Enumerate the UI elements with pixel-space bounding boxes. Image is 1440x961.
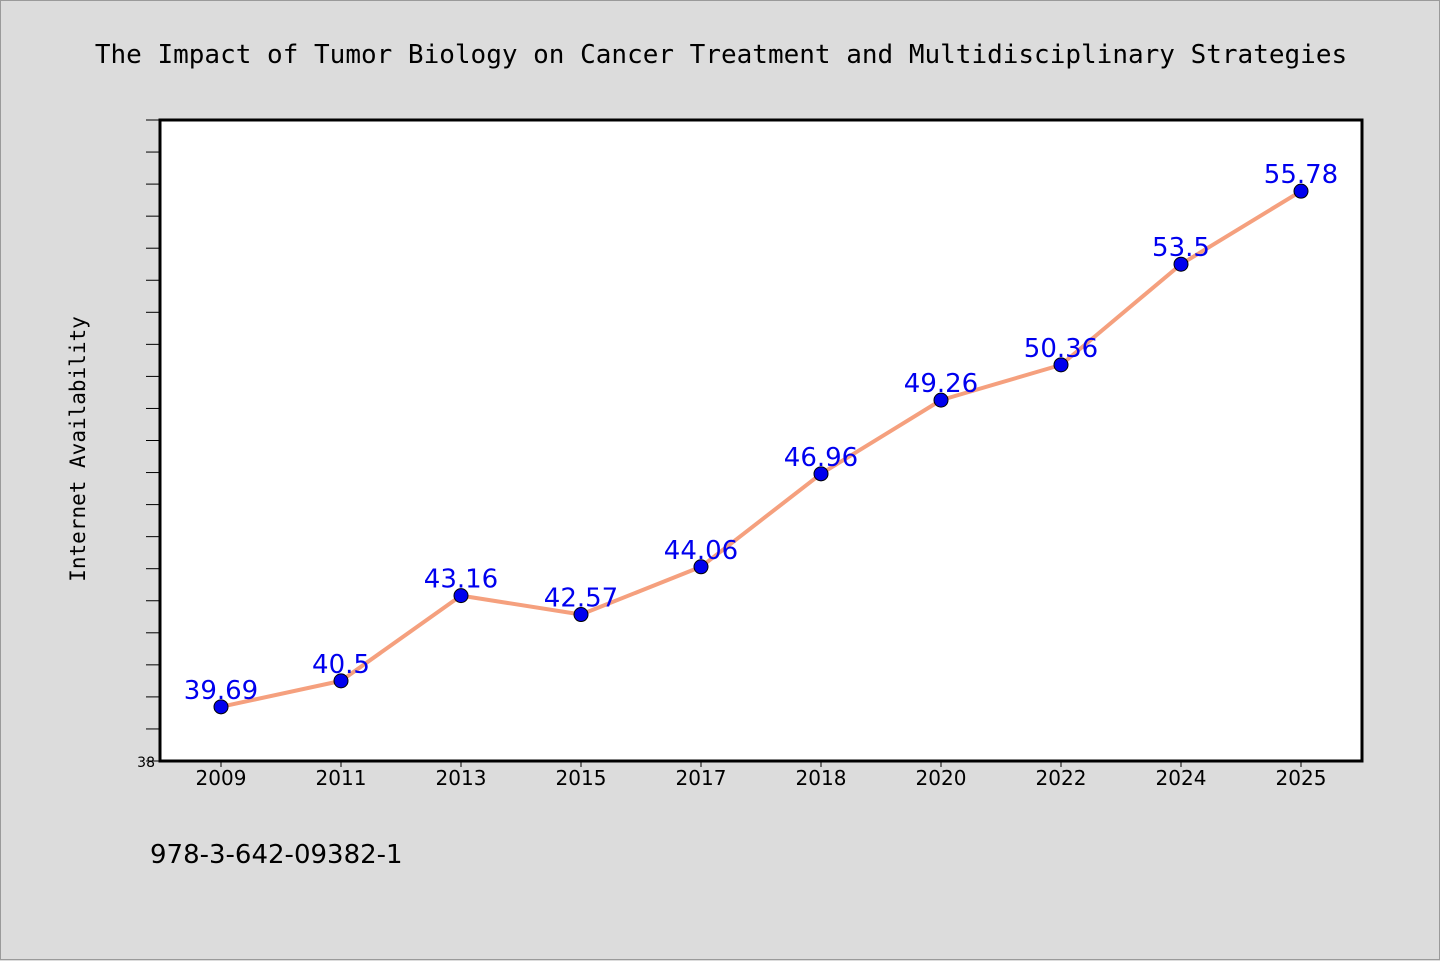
data-label: 55.78 (1264, 160, 1338, 190)
data-labels: 39.69 40.5 43.16 42.57 44.06 46.96 49.26 50.36 5… (184, 160, 1338, 706)
x-tick-label: 2015 (556, 766, 607, 790)
x-axis: 2009 2011 2013 2015 2017 2018 2020 2022 2024 2025 (196, 762, 1327, 790)
y-axis: 38 (137, 119, 159, 771)
footer-code: 978-3-642-09382-1 (150, 840, 403, 870)
data-label: 39.69 (184, 676, 258, 706)
data-point (933, 392, 949, 408)
x-tick-label: 2024 (1156, 766, 1207, 790)
data-label: 53.5 (1152, 233, 1210, 263)
data-point (213, 699, 229, 715)
data-label: 43.16 (424, 565, 498, 595)
data-point (333, 673, 349, 689)
data-label: 49.26 (904, 369, 978, 399)
data-label: 44.06 (664, 536, 738, 566)
x-tick-label: 2020 (916, 766, 967, 790)
plot-area (158, 118, 1364, 763)
data-point (453, 588, 469, 604)
data-point (813, 466, 829, 482)
chart-title: The Impact of Tumor Biology on Cancer Tr… (95, 40, 1347, 70)
data-label: 42.57 (544, 584, 618, 614)
data-markers (213, 183, 1309, 715)
x-tick-label: 2025 (1276, 766, 1327, 790)
data-point (1173, 256, 1189, 272)
y-tick-label: 38 (137, 755, 155, 771)
data-label: 46.96 (784, 443, 858, 473)
x-tick-label: 2009 (196, 766, 247, 790)
y-axis-label: Internet Availability (66, 316, 90, 582)
x-tick-label: 2017 (676, 766, 727, 790)
data-label: 40.5 (312, 650, 370, 680)
x-tick-label: 2018 (796, 766, 847, 790)
data-point (693, 559, 709, 575)
data-point (1293, 183, 1309, 199)
series-line (219, 189, 1303, 709)
data-point (573, 607, 589, 623)
x-tick-label: 2013 (436, 766, 487, 790)
data-point (1053, 357, 1069, 373)
data-label: 50.36 (1024, 334, 1098, 364)
x-tick-label: 2022 (1036, 766, 1087, 790)
x-tick-label: 2011 (316, 766, 367, 790)
